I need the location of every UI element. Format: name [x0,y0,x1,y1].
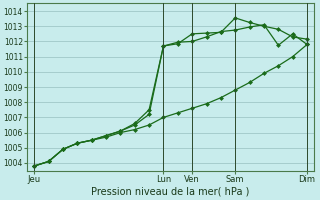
X-axis label: Pression niveau de la mer( hPa ): Pression niveau de la mer( hPa ) [92,187,250,197]
